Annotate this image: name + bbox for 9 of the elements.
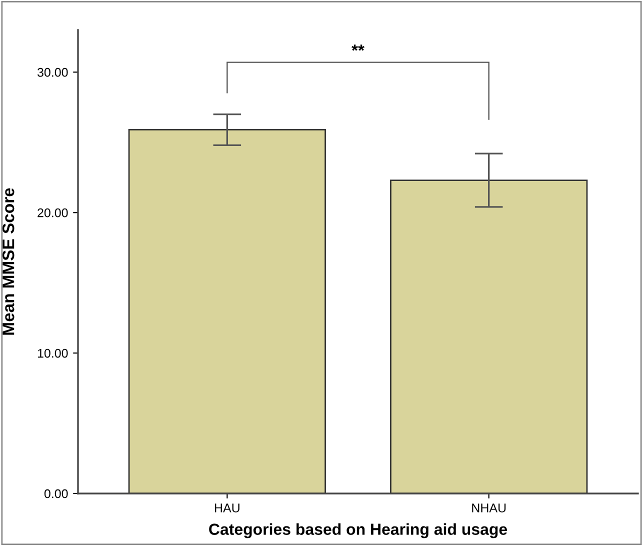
y-tick-label: 30.00 <box>37 68 68 77</box>
x-axis-title: Categories based on Hearing aid usage <box>209 523 508 538</box>
y-tick-label: 20.00 <box>38 208 68 218</box>
y-axis-title: Mean MMSE Score <box>2 188 14 335</box>
annotation: ** <box>352 44 364 51</box>
x-tick-label: NHAU <box>472 504 506 512</box>
x-tick-label: HAU <box>214 504 240 512</box>
y-tick-label: 10.00 <box>38 348 68 358</box>
y-tick-label: 0.00 <box>44 489 68 498</box>
